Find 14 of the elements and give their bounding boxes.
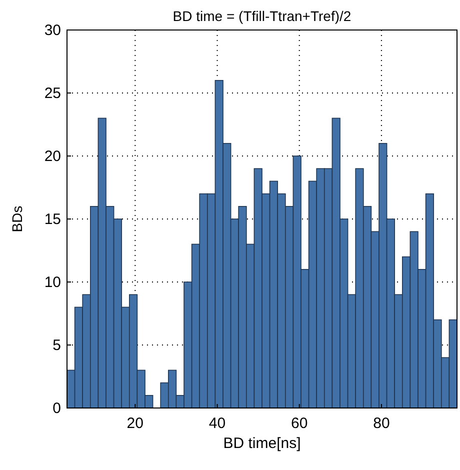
chart-title: BD time = (Tfill-Ttran+Tref)/2 <box>172 8 352 24</box>
x-tick-label: 80 <box>373 415 390 432</box>
x-tick-label: 60 <box>291 415 308 432</box>
y-tick-label: 10 <box>44 274 61 291</box>
y-tick-label: 20 <box>44 148 61 165</box>
x-tick-label: 20 <box>126 415 144 432</box>
y-axis-title: BDs <box>9 206 25 232</box>
y-tick-label: 5 <box>52 337 61 354</box>
y-tick-label: 0 <box>52 400 61 417</box>
x-axis-title: BD time[ns] <box>223 435 301 452</box>
y-tick-label: 30 <box>44 22 61 39</box>
y-tick-label: 25 <box>44 85 61 102</box>
y-tick-label: 15 <box>44 211 61 228</box>
x-tick-label: 40 <box>208 415 226 432</box>
